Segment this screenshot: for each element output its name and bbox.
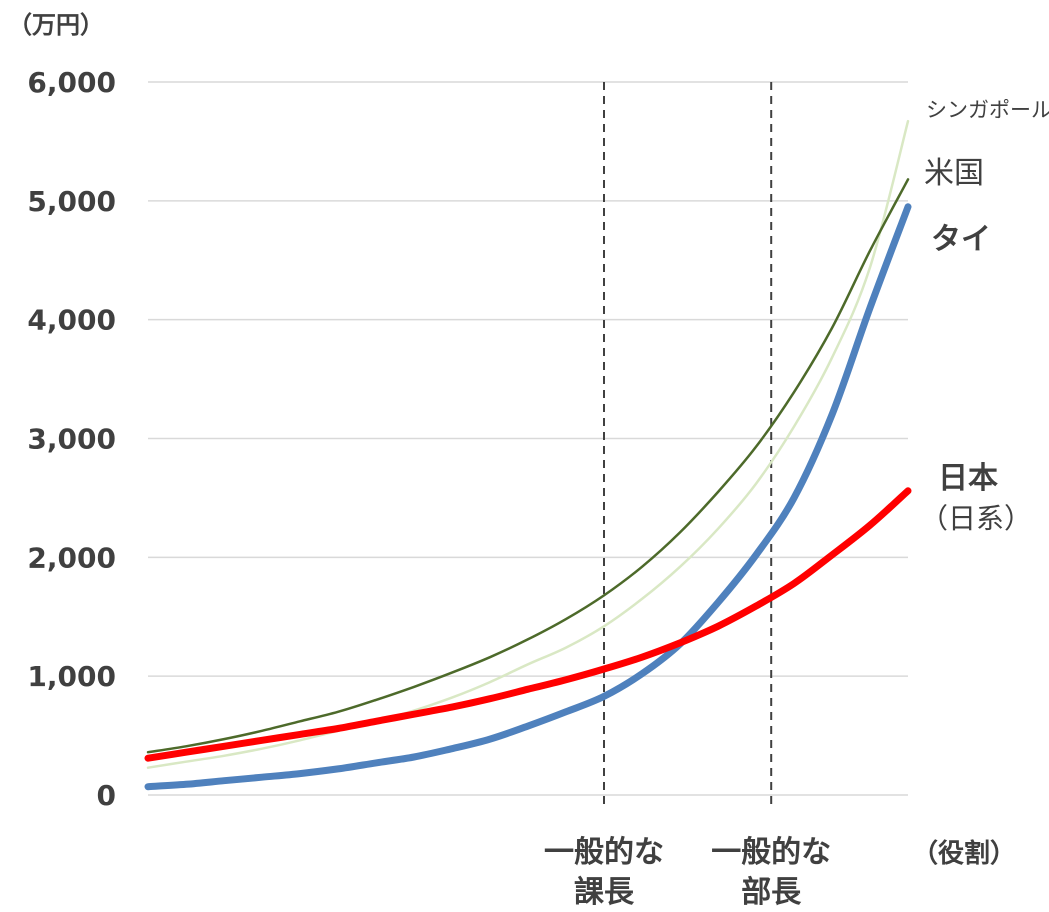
series-label-thailand: タイ [931, 222, 991, 257]
y-tick-label: 1,000 [27, 660, 116, 693]
series-line [144, 203, 912, 791]
series-label-japan-sub: （日系） [920, 502, 1032, 535]
y-tick-label: 3,000 [27, 423, 116, 456]
x-category-label: 部長 [741, 875, 802, 910]
series-line [144, 487, 912, 762]
y-axis-unit-label: （万円） [8, 11, 104, 39]
grid-lines [148, 81, 908, 796]
series-lines [144, 119, 912, 791]
y-tick-label: 2,000 [27, 541, 116, 574]
x-category-label: 一般的な [544, 835, 664, 870]
x-axis-label: （役割） [912, 838, 1016, 869]
series-label-usa: 米国 [924, 156, 984, 191]
x-category-label: 課長 [574, 875, 635, 910]
role-marker-lines [603, 82, 773, 807]
y-tick-label: 5,000 [27, 185, 116, 218]
y-tick-label: 4,000 [27, 304, 116, 337]
series-label-singapore: シンガポール [926, 98, 1049, 122]
series-line [146, 119, 910, 769]
y-tick-labels: 0 1,000 2,000 3,000 4,000 5,000 6,000 [27, 66, 116, 812]
x-category-label: 一般的な [711, 835, 831, 870]
y-tick-label: 6,000 [27, 66, 116, 99]
y-tick-label: 0 [97, 779, 116, 812]
series-line [146, 178, 910, 754]
series-label-japan: 日本 [938, 461, 998, 496]
